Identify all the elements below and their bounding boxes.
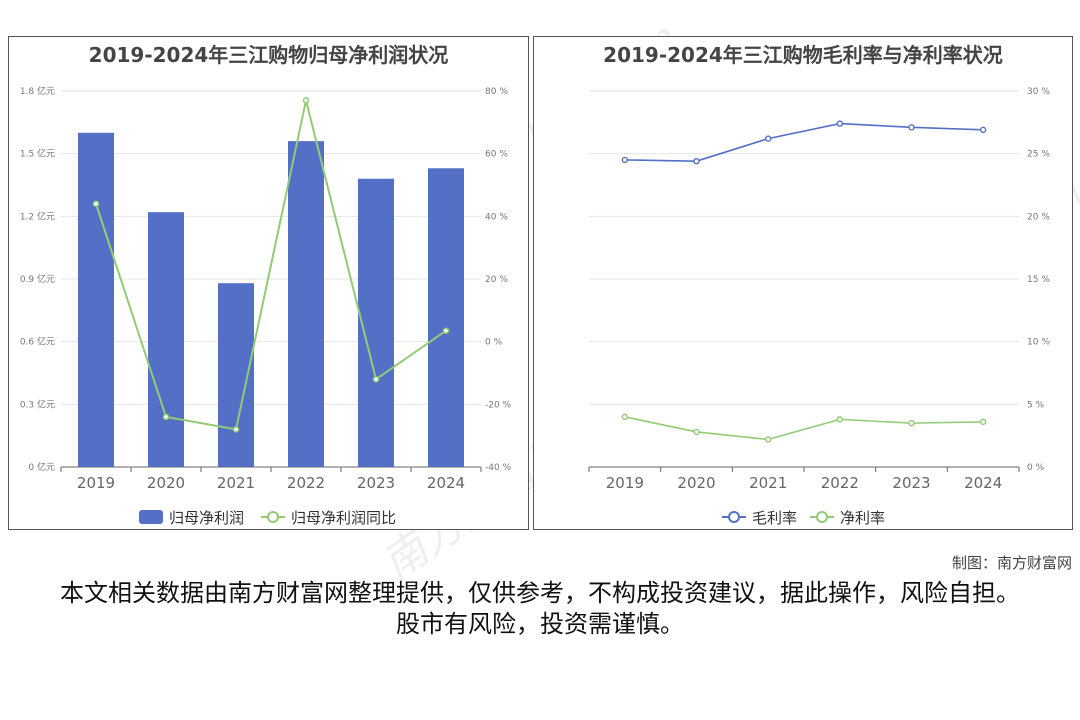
- bar: [78, 132, 114, 467]
- series-line-gross-margin: [624, 122, 984, 162]
- chart-title: 2019-2024年三江购物归母净利润状况: [88, 43, 449, 67]
- yoy-point: [372, 376, 380, 383]
- data-point: [979, 126, 987, 134]
- data-point: [621, 156, 629, 164]
- data-point: [764, 135, 772, 142]
- legend-label: 归母净利润同比: [291, 509, 396, 527]
- x-tick-label: 2019: [77, 474, 115, 492]
- y-right-tick-label: 80 %: [485, 87, 508, 97]
- data-point: [979, 418, 987, 426]
- series-line-yoy: [95, 100, 447, 431]
- data-point: [908, 419, 915, 427]
- yoy-point: [442, 327, 450, 334]
- y-right-tick-label: 10 %: [1027, 338, 1050, 348]
- y-right-tick-label: 40 %: [485, 212, 508, 222]
- data-point: [764, 436, 772, 443]
- chart-panel-margins: 2019-2024年三江购物毛利率与净利率状况 0 % 5 % 10 % 15 % 20…: [533, 36, 1073, 530]
- y-right-tick-label: 60 %: [485, 150, 508, 160]
- legend-label: 毛利率: [752, 509, 797, 527]
- y-left-tick-label: 1.5 亿元: [20, 148, 55, 160]
- data-point: [836, 120, 844, 127]
- legend-swatch-bar: [139, 510, 163, 524]
- legend-marker: [267, 511, 279, 523]
- chart-panel-net-profit: 2019-2024年三江购物归母净利润状况 0 亿元 0.3 亿元 0.6 亿元 0.…: [8, 36, 529, 530]
- y-right-tick-label: 20 %: [485, 275, 508, 285]
- bar: [428, 168, 464, 468]
- x-tick-label: 2020: [147, 474, 185, 492]
- chart-credit: 制图：南方财富网: [951, 554, 1072, 572]
- y-right-tick-label: -20 %: [485, 400, 512, 410]
- y-right-tick-label: -40 %: [485, 463, 512, 473]
- y-left-tick-label: 1.2 亿元: [20, 210, 55, 222]
- net-profit-chart: 0 亿元 0.3 亿元 0.6 亿元 0.9 亿元 1.2 亿元 1.5 亿元 1.8 亿元…: [20, 85, 512, 527]
- y-right-tick-label: 25 %: [1027, 150, 1050, 160]
- bar: [148, 212, 184, 467]
- yoy-point: [232, 426, 240, 433]
- legend-label: 归母净利润: [169, 509, 244, 527]
- bar: [218, 283, 254, 467]
- data-point: [908, 124, 915, 131]
- y-left-tick-label: 1.8 亿元: [20, 85, 55, 97]
- y-right-tick-label: 0 %: [485, 338, 503, 348]
- y-right-tick-label: 15 %: [1027, 275, 1050, 285]
- yoy-point: [162, 413, 170, 421]
- chart-title: 2019-2024年三江购物毛利率与净利率状况: [603, 43, 1003, 67]
- yoy-point: [302, 97, 310, 104]
- bar: [358, 178, 394, 467]
- legend-marker: [728, 511, 740, 523]
- x-tick-label: 2020: [677, 474, 715, 492]
- y-left-tick-label: 0.6 亿元: [20, 336, 55, 348]
- x-tick-label: 2021: [749, 474, 787, 492]
- y-left-tick-label: 0.9 亿元: [20, 273, 55, 285]
- data-point: [836, 416, 844, 423]
- y-right-tick-label: 30 %: [1027, 87, 1050, 97]
- legend-label: 净利率: [840, 509, 885, 527]
- y-right-tick-label: 5 %: [1027, 400, 1045, 410]
- y-left-tick-label: 0 亿元: [28, 461, 55, 473]
- disclaimer-text: 本文相关数据由南方财富网整理提供，仅供参考，不构成投资建议，据此操作，风险自担。…: [60, 579, 1020, 638]
- x-tick-label: 2019: [606, 474, 644, 492]
- data-point: [621, 413, 629, 421]
- x-tick-label: 2022: [821, 474, 859, 492]
- data-point: [693, 157, 700, 165]
- y-right-tick-label: 20 %: [1027, 212, 1050, 222]
- yoy-point: [92, 200, 100, 208]
- legend-marker: [816, 511, 828, 523]
- bar: [288, 141, 324, 467]
- x-tick-label: 2021: [217, 474, 255, 492]
- x-tick-label: 2024: [964, 474, 1002, 492]
- series-line-net-margin: [624, 416, 984, 441]
- x-tick-label: 2023: [892, 474, 930, 492]
- data-point: [693, 428, 700, 436]
- x-tick-label: 2022: [287, 474, 325, 492]
- y-left-tick-label: 0.3 亿元: [20, 398, 55, 410]
- margin-chart: 0 % 5 % 10 % 15 % 20 % 25 % 30 % 2019 2020 2021 20…: [588, 87, 1050, 527]
- x-tick-label: 2024: [427, 474, 465, 492]
- x-tick-label: 2023: [357, 474, 395, 492]
- y-right-tick-label: 0 %: [1027, 463, 1045, 473]
